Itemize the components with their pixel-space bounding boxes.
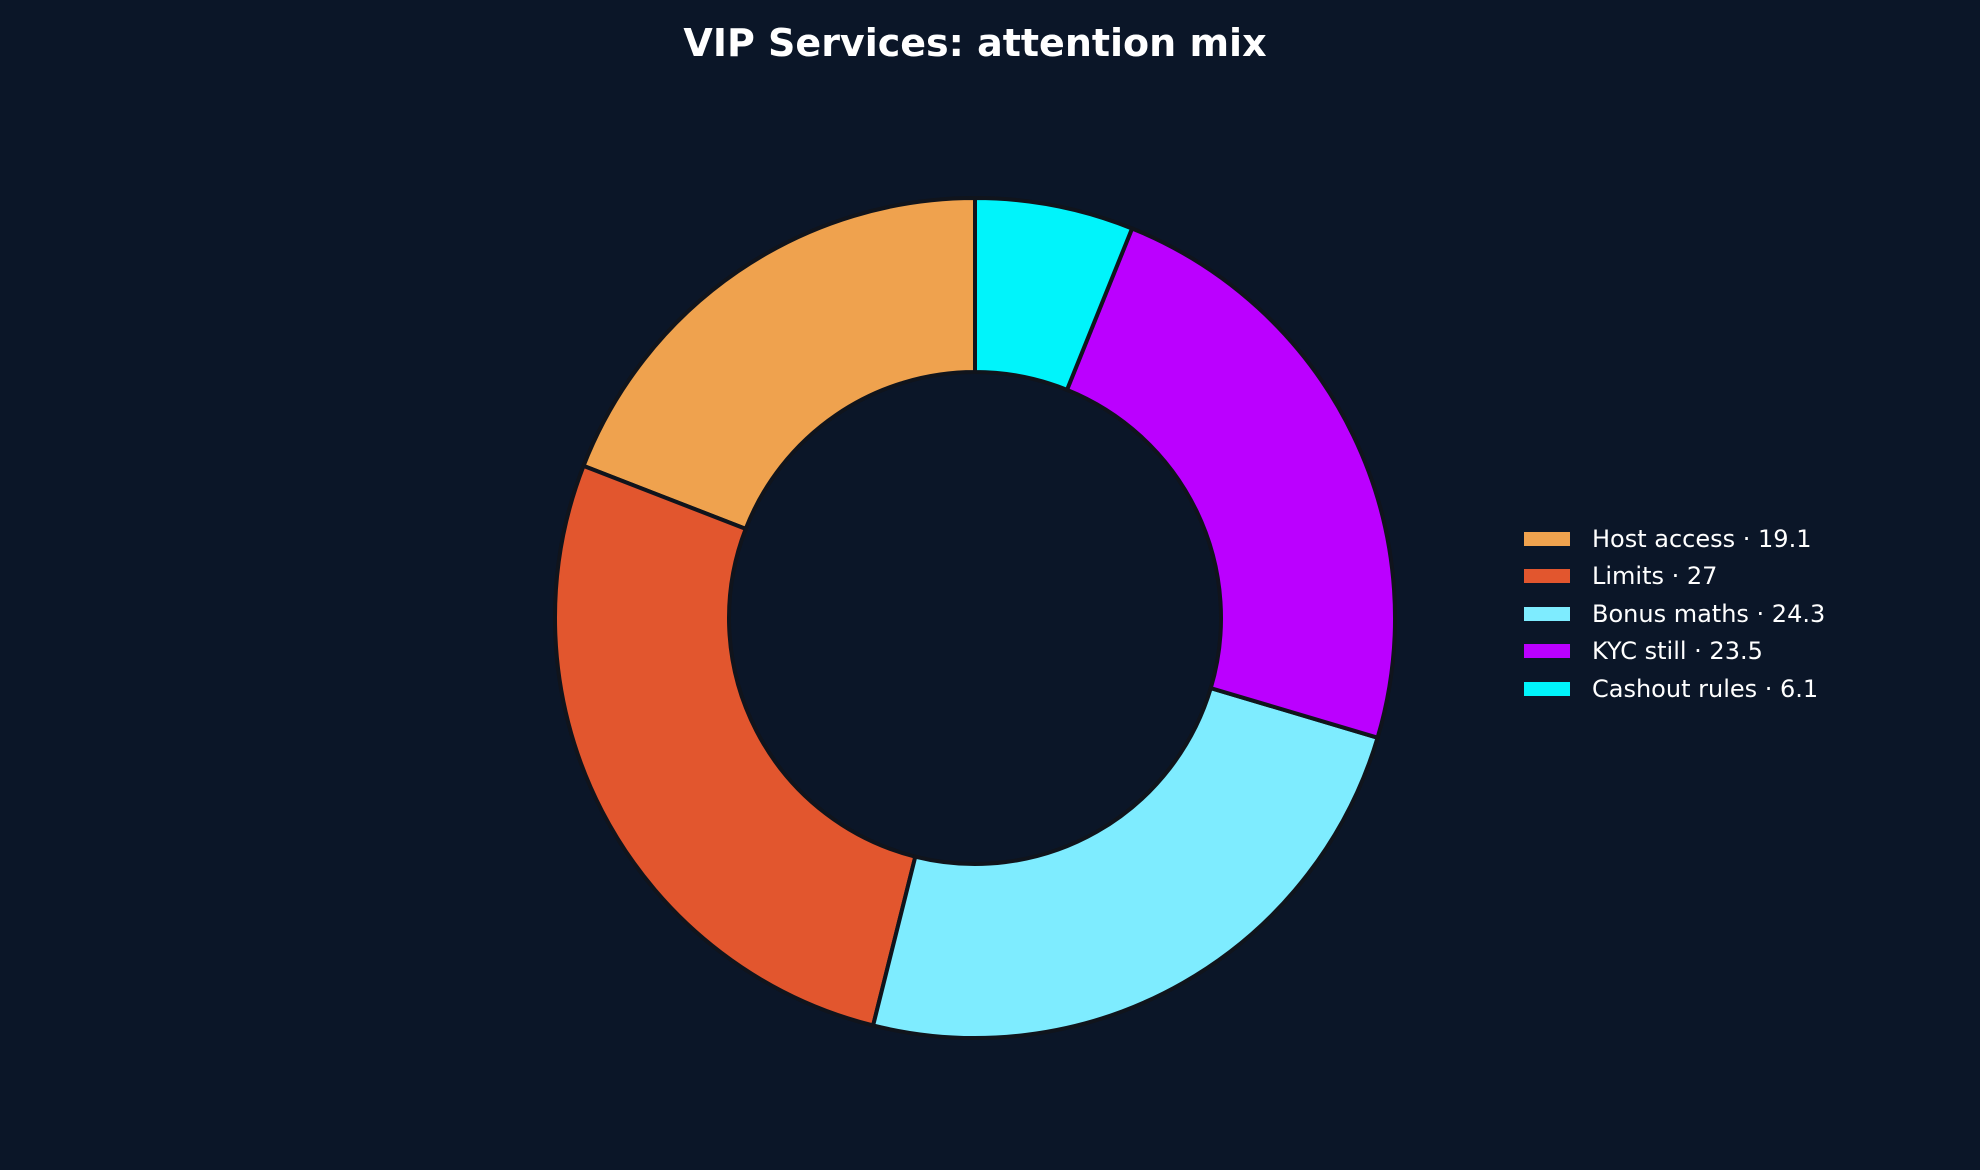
legend-label: Cashout rules · 6.1 bbox=[1592, 674, 1819, 703]
legend-item: Host access · 19.1 bbox=[1524, 520, 1825, 558]
donut-slice-kyc-still bbox=[1064, 225, 1397, 741]
donut-slice-cashout-rules bbox=[973, 195, 1135, 393]
legend-label: Limits · 27 bbox=[1592, 562, 1718, 591]
legend-label: KYC still · 23.5 bbox=[1592, 637, 1763, 666]
legend-item: Cashout rules · 6.1 bbox=[1524, 670, 1825, 708]
donut-slice-host-access bbox=[580, 195, 977, 532]
legend-swatch bbox=[1524, 531, 1570, 546]
legend-swatch bbox=[1524, 681, 1570, 696]
legend-swatch bbox=[1524, 644, 1570, 659]
donut-slices bbox=[553, 195, 1397, 1040]
legend-item: Bonus maths · 24.3 bbox=[1524, 595, 1825, 633]
donut-slice-limits bbox=[553, 463, 918, 1028]
legend-item: KYC still · 23.5 bbox=[1524, 633, 1825, 671]
legend-swatch bbox=[1524, 606, 1570, 621]
legend-swatch bbox=[1524, 569, 1570, 584]
legend-label: Host access · 19.1 bbox=[1592, 524, 1812, 553]
legend-item: Limits · 27 bbox=[1524, 558, 1825, 596]
legend: Host access · 19.1 Limits · 27 Bonus mat… bbox=[1524, 520, 1825, 708]
donut-slice-bonus-maths bbox=[870, 685, 1381, 1040]
chart-title: VIP Services: attention mix bbox=[683, 21, 1267, 65]
legend-label: Bonus maths · 24.3 bbox=[1592, 599, 1826, 628]
